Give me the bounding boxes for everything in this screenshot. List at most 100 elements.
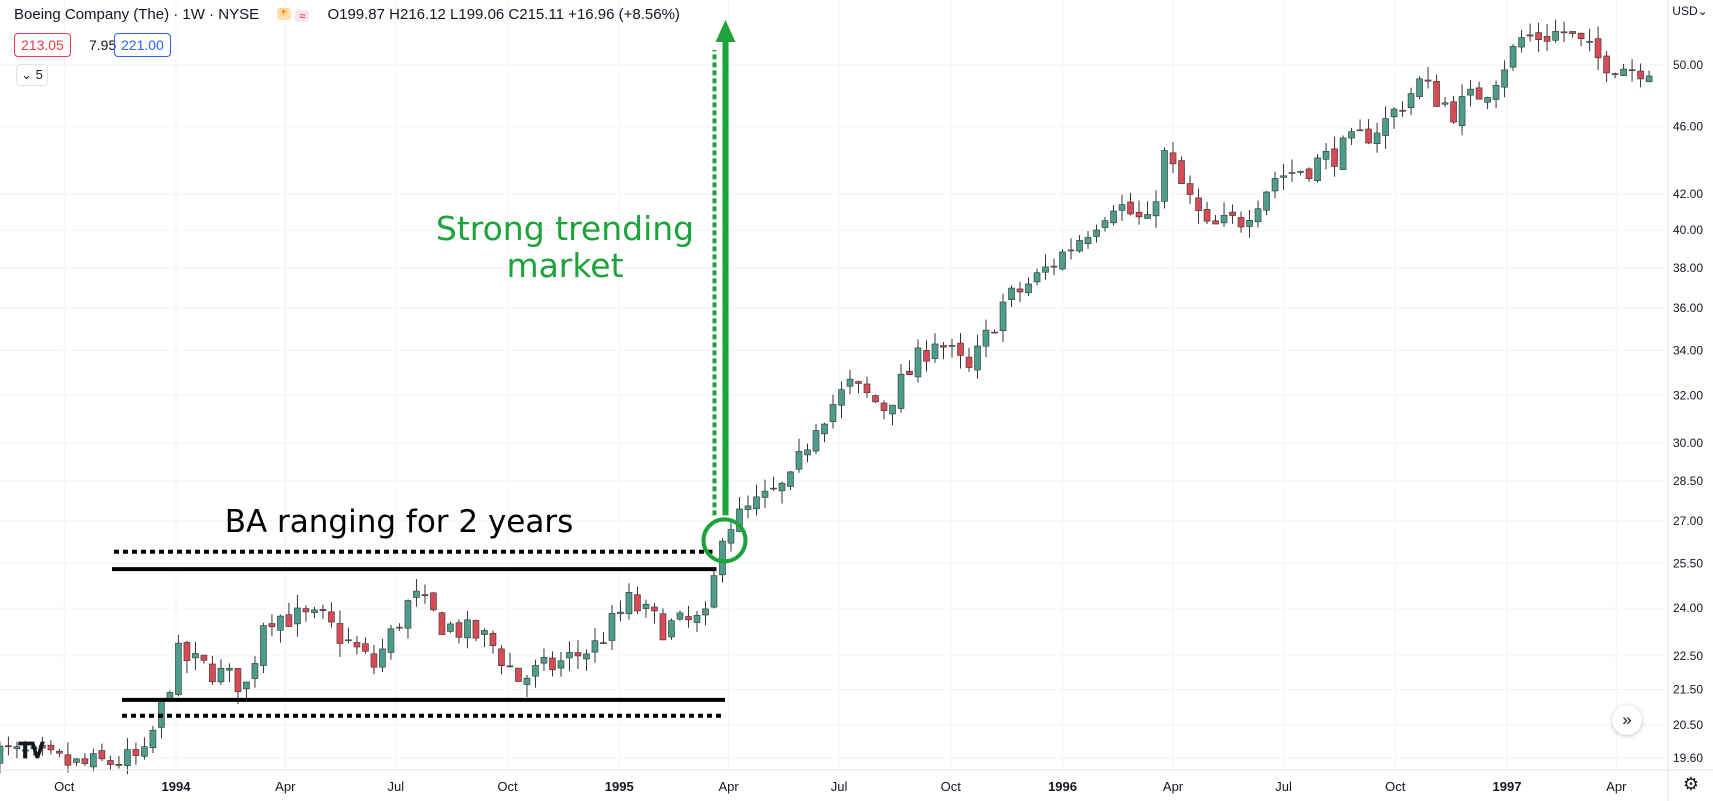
- candle: [1050, 258, 1058, 276]
- candle-body-up: [744, 505, 752, 510]
- trend-label-line2: market: [506, 246, 623, 285]
- candle: [30, 745, 38, 756]
- candle-body-up: [1067, 249, 1075, 252]
- candle-body-up: [532, 665, 539, 677]
- candle-body-up: [1280, 175, 1287, 178]
- candle: [659, 608, 667, 641]
- candle: [583, 649, 590, 671]
- candle: [1297, 170, 1304, 176]
- scroll-to-realtime-button[interactable]: »: [1612, 705, 1642, 735]
- candle-body-down: [438, 612, 446, 635]
- candle-body-down: [872, 395, 879, 403]
- y-tick-label: 42.00: [1673, 187, 1703, 201]
- candle: [1586, 28, 1593, 52]
- candle-body-down: [1594, 38, 1602, 59]
- candle: [1025, 277, 1032, 297]
- candle: [1356, 119, 1364, 132]
- candle-body-up: [413, 590, 420, 598]
- candle-body-up: [1339, 137, 1347, 170]
- candle: [1365, 119, 1372, 145]
- candle: [702, 601, 709, 626]
- double-chevron-right-icon: »: [1622, 710, 1632, 729]
- y-tick-label: 50.00: [1673, 58, 1703, 72]
- candle: [948, 338, 956, 358]
- candle: [923, 340, 930, 372]
- candle: [1203, 201, 1211, 225]
- y-tick-label: 38.00: [1673, 261, 1703, 275]
- candle: [1484, 96, 1491, 110]
- indicators-toggle-button[interactable]: ⌄ 5: [16, 64, 48, 86]
- candle: [1314, 154, 1321, 183]
- candle: [1322, 142, 1330, 170]
- candle: [447, 621, 454, 634]
- spread-value: 7.95: [89, 37, 117, 53]
- y-tick-label: 30.00: [1673, 436, 1703, 450]
- symbol-legend[interactable]: Boeing Company (The) · 1W · NYSE ≈ O199.…: [14, 5, 680, 23]
- candle-body-up: [617, 611, 624, 615]
- candle-body-up: [1348, 131, 1355, 139]
- candle: [1441, 96, 1449, 108]
- candle: [183, 640, 191, 674]
- candle: [1475, 81, 1483, 100]
- candle: [13, 741, 21, 759]
- candle: [1501, 60, 1508, 98]
- symbol-title[interactable]: Boeing Company (The) · 1W · NYSE: [14, 6, 260, 23]
- candle: [1135, 200, 1143, 225]
- candle-body-up: [1501, 69, 1508, 88]
- candle-body-down: [1637, 70, 1644, 80]
- candle: [268, 614, 276, 637]
- x-tick-label: Jul: [1275, 779, 1292, 794]
- candle-body-up: [217, 667, 225, 683]
- candle-body-up: [158, 699, 165, 728]
- candle-body-up: [243, 681, 250, 689]
- candle-body-down: [863, 383, 871, 393]
- candle-body-up: [829, 404, 837, 423]
- candle: [863, 376, 871, 398]
- candle: [931, 333, 939, 363]
- candle: [1263, 191, 1270, 216]
- candle-body-down: [81, 758, 89, 764]
- candle: [336, 610, 344, 657]
- candle: [1008, 285, 1015, 308]
- candle-body-up: [668, 620, 675, 638]
- candle: [1212, 214, 1219, 225]
- candle-body-down: [234, 668, 242, 693]
- ask-price-button[interactable]: 221.00: [114, 33, 171, 57]
- candle-body-down: [1475, 87, 1483, 100]
- candle-body-up: [447, 623, 454, 632]
- candle-body-down: [965, 356, 973, 368]
- candle-body-down: [1229, 211, 1236, 216]
- candle-body-down: [5, 745, 12, 748]
- candle: [387, 624, 395, 660]
- candle: [1373, 122, 1381, 153]
- candle-body-down: [1178, 160, 1185, 184]
- candle: [1033, 268, 1041, 286]
- candle-body-up: [481, 630, 488, 635]
- y-tick-label: 22.50: [1673, 649, 1703, 663]
- candle-body-up: [277, 615, 284, 631]
- x-tick-label: 1994: [162, 779, 192, 794]
- candle-body-up: [719, 540, 726, 576]
- candle: [1254, 200, 1262, 228]
- candle-body-down: [22, 749, 29, 752]
- candle-body-up: [897, 373, 905, 409]
- candle-body-up: [1390, 108, 1398, 118]
- candle: [821, 422, 828, 443]
- candle-body-down: [1526, 34, 1534, 37]
- candle: [1390, 106, 1398, 129]
- candle: [455, 619, 463, 644]
- candle: [498, 645, 505, 675]
- price-axis[interactable]: USD⌄ 19.60 20.50 21.50 22.50 24.00 25.50 27.00 2…: [1667, 0, 1708, 801]
- time-axis[interactable]: Oct 1994 Apr Jul Oct 1995 Apr Jul Oct 1996 Apr Jul O…: [0, 769, 1713, 794]
- gear-icon[interactable]: ⚙: [1682, 774, 1700, 794]
- candle: [285, 602, 293, 628]
- bid-price-button[interactable]: 213.05: [14, 33, 71, 57]
- candle-body-up: [540, 657, 548, 664]
- y-tick-label: 21.50: [1673, 683, 1703, 697]
- candle: [158, 697, 165, 739]
- candle-body-down: [770, 487, 777, 490]
- candle: [965, 347, 973, 372]
- candle: [753, 484, 760, 516]
- indicator-count: 5: [35, 67, 43, 82]
